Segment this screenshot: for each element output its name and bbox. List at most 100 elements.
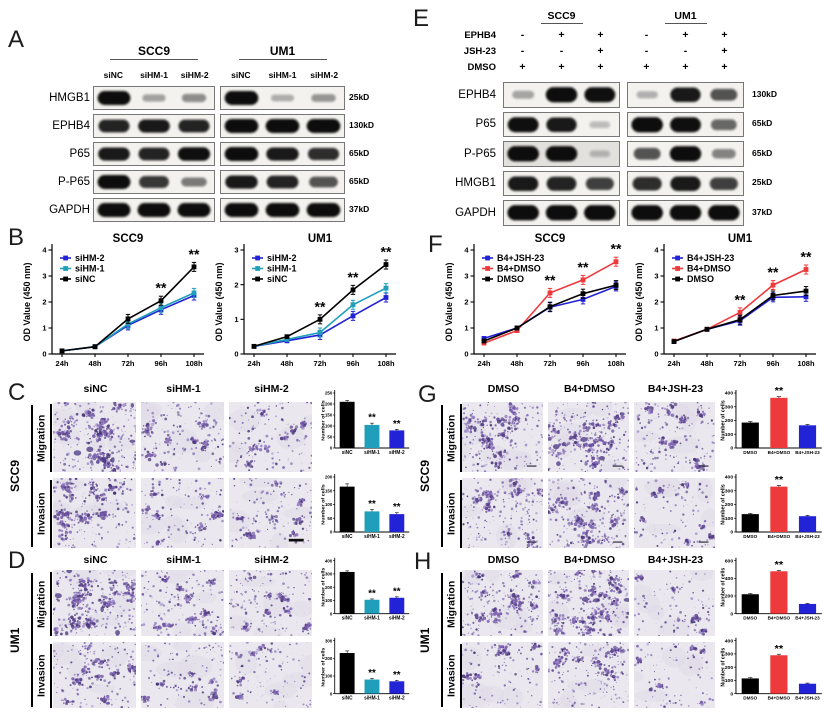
panel-f-cck8-chart-um1: UM1 OD Value (450 nm) 0 1 2 3 4 24h 48h 72h 96h 108…: [632, 230, 822, 376]
micrograph-image: [548, 478, 629, 548]
panel-label-f: F: [428, 231, 444, 258]
panel-g-transwell-scc9: SCC9 DMSO B4+DMSO B4+JSH-23 Migration Number …: [412, 378, 825, 552]
panel-a-western-blot: SCC9 UM1 siNC siHM-1 siHM-2 siNC siHM-1 siHM-2 H…: [6, 26, 406, 226]
cell-line-bracket: [31, 573, 33, 707]
micrograph-image: [462, 570, 543, 636]
data-point-marker: [191, 264, 197, 270]
panel-label-d: D: [8, 547, 26, 574]
bar: [798, 425, 817, 448]
y-axis-label: Number of cells: [720, 400, 726, 440]
svg-text:100: 100: [325, 674, 333, 679]
transwell-micrograph: [141, 570, 224, 636]
assay-row-label: Invasion: [445, 492, 458, 536]
svg-text:2: 2: [234, 280, 238, 289]
transwell-micrograph: [229, 402, 312, 472]
lane-label: siNC: [231, 70, 251, 80]
bar-chart: Number of cells0100200300400DMSO**B4+DMS…: [720, 637, 822, 701]
blot-strip: [224, 147, 340, 161]
significance-marker: **: [348, 269, 359, 285]
blot-box: [627, 200, 744, 226]
blot-box: [503, 141, 620, 167]
legend-marker: [63, 255, 68, 261]
lane-label: siHM-2: [310, 70, 339, 80]
bar: [770, 655, 788, 694]
micrograph-image: [462, 402, 543, 472]
treatment-mark: -: [559, 45, 564, 57]
bar: [741, 678, 759, 694]
category-label: siHM-1: [364, 450, 380, 456]
blot-box: [220, 142, 345, 166]
panel-label-b: B: [8, 224, 25, 251]
treatment-mark: +: [519, 61, 526, 73]
blot-strip: [507, 146, 611, 162]
legend-marker: [485, 276, 490, 282]
blot-strip: [507, 116, 611, 132]
bar: [389, 597, 405, 614]
category-label: siHM-1: [364, 696, 380, 702]
category-label: siNC: [342, 696, 353, 702]
bar: [389, 681, 405, 694]
blot-box: [503, 170, 620, 196]
micrograph-image: [229, 642, 312, 708]
molecular-weight-label: 65kD: [349, 148, 370, 158]
y-axis-label: Number of cells: [321, 484, 327, 525]
molecular-weight-label: 65kD: [349, 176, 370, 186]
blot-box: [627, 170, 744, 196]
svg-text:150: 150: [325, 413, 333, 418]
data-point-marker: [613, 282, 619, 288]
bar: [339, 653, 355, 694]
legend-label: DMSO: [687, 274, 714, 284]
x-tick-label: 48h: [281, 359, 294, 368]
x-tick-label: 48h: [701, 359, 714, 368]
bar: [339, 401, 355, 448]
molecular-weight-label: 65kD: [752, 147, 773, 158]
transwell-micrograph: [53, 478, 136, 548]
significance-marker: **: [735, 291, 746, 307]
svg-text:3: 3: [464, 272, 468, 281]
data-point-marker: [613, 259, 619, 265]
micrograph-image: [462, 642, 543, 708]
significance-marker: **: [775, 385, 784, 397]
scale-bar: [698, 541, 709, 543]
transwell-micrograph: [548, 642, 629, 708]
micrograph-image: [229, 478, 312, 548]
significance-marker: **: [775, 474, 784, 486]
x-tick-label: 24h: [668, 359, 681, 368]
category-label: DMSO: [743, 534, 757, 539]
panel-h-transwell-um1: UM1 DMSO B4+DMSO B4+JSH-23 Migration Number o…: [412, 552, 825, 712]
protein-label: P65: [69, 148, 90, 160]
data-point-marker: [514, 328, 520, 333]
blot-strip: [98, 147, 211, 161]
category-label: siHM-2: [389, 534, 405, 540]
significance-marker: **: [393, 502, 401, 513]
cell-line-bracket: [31, 405, 33, 547]
data-point-marker: [383, 262, 389, 267]
protein-label: P65: [475, 118, 496, 131]
micrograph-image: [634, 402, 715, 472]
data-point-marker: [158, 298, 164, 304]
x-tick-label: 108h: [377, 359, 395, 368]
micrograph-image: [53, 478, 136, 548]
legend-label: siHM-1: [75, 264, 105, 274]
svg-text:4: 4: [654, 246, 659, 255]
svg-text:3: 3: [42, 272, 46, 281]
significance-marker: **: [801, 249, 812, 265]
svg-text:200: 200: [325, 656, 333, 661]
y-axis-label: OD Value (450 nm): [22, 262, 32, 341]
svg-text:3: 3: [654, 272, 658, 281]
svg-text:0: 0: [330, 530, 333, 535]
svg-text:4: 4: [464, 246, 469, 255]
significance-marker: **: [611, 241, 622, 257]
svg-text:0: 0: [234, 350, 238, 359]
category-label: siNC: [342, 616, 353, 622]
svg-text:100: 100: [325, 502, 333, 507]
blot-box: [220, 170, 345, 194]
transwell-micrograph: [548, 570, 629, 636]
cell-count-bar-chart: Number of cells 0 100 200 300 400 DMSO ** B4+DMS…: [719, 468, 825, 550]
x-tick-label: 96h: [347, 359, 360, 368]
blot-box: [627, 82, 744, 108]
line-chart: SCC9 OD Value (450 nm) 0 1 2 3 4 24h 48h 72h 96h 10…: [444, 233, 626, 368]
y-axis-label: Number of cells: [720, 648, 726, 687]
assay-row-label: Migration: [445, 414, 458, 462]
